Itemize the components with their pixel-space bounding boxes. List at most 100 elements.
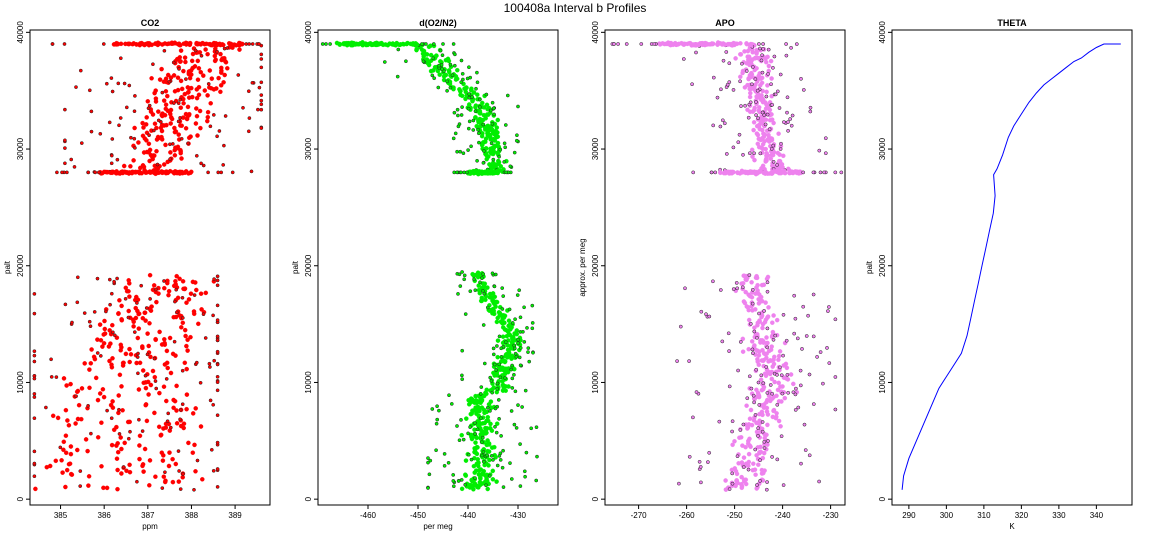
data-point (87, 367, 92, 372)
data-point (176, 449, 181, 453)
data-point (172, 125, 177, 131)
data-point (496, 159, 502, 165)
data-point (63, 450, 69, 456)
data-point (793, 408, 798, 412)
data-point (114, 443, 119, 448)
data-point (757, 42, 761, 46)
data-point (215, 274, 220, 279)
data-point (488, 375, 493, 380)
data-point (811, 402, 816, 406)
data-point (205, 93, 210, 98)
data-point (746, 292, 751, 297)
data-point (765, 480, 769, 484)
data-point (215, 380, 220, 385)
data-point (760, 420, 765, 424)
data-point (489, 379, 494, 383)
data-point (117, 123, 121, 128)
data-point (153, 336, 158, 342)
data-point (766, 63, 772, 69)
data-point (755, 88, 760, 93)
data-point (818, 170, 823, 175)
data-point (135, 301, 139, 305)
data-point (477, 97, 482, 102)
data-point (143, 402, 148, 408)
data-point (475, 484, 480, 490)
data-point (194, 153, 199, 158)
data-point (176, 479, 182, 484)
data-point (485, 453, 489, 458)
y-tick-label: 0 (591, 496, 600, 501)
data-point (171, 60, 176, 65)
data-point (496, 398, 501, 402)
data-point (115, 157, 120, 162)
data-point (163, 478, 168, 483)
data-point (778, 424, 783, 429)
data-point (172, 153, 178, 158)
data-point (154, 125, 159, 131)
data-point (512, 150, 517, 155)
data-point (150, 112, 156, 117)
data-point (727, 349, 731, 353)
data-point (473, 432, 478, 436)
data-point (777, 106, 782, 110)
data-point (765, 326, 770, 331)
data-point (152, 410, 157, 416)
data-point (463, 482, 468, 487)
data-point (770, 102, 775, 107)
data-point (746, 467, 751, 472)
data-point (170, 142, 175, 146)
data-point (192, 293, 197, 297)
data-point (826, 309, 830, 313)
data-point (531, 350, 535, 355)
data-point (495, 315, 500, 321)
data-point (498, 164, 504, 169)
data-point (760, 53, 764, 58)
data-point (466, 402, 472, 407)
data-point (138, 165, 143, 171)
data-point (776, 169, 781, 174)
data-point (758, 479, 762, 483)
data-point (469, 86, 474, 91)
data-point (151, 153, 156, 158)
data-point (75, 300, 80, 305)
data-point (839, 170, 844, 175)
data-point (200, 40, 205, 46)
data-point (484, 156, 489, 162)
data-point (65, 170, 69, 175)
data-point (205, 114, 211, 120)
data-point (736, 140, 741, 145)
data-point (110, 137, 115, 141)
data-point (786, 120, 790, 124)
data-point (171, 405, 176, 411)
data-point (460, 373, 464, 378)
data-point (175, 75, 181, 80)
data-point (480, 276, 484, 281)
data-point (195, 133, 200, 138)
data-point (111, 330, 115, 335)
data-point (767, 127, 772, 132)
data-point (176, 119, 181, 124)
data-point (474, 86, 478, 91)
data-point (473, 115, 478, 120)
data-point (750, 109, 756, 114)
data-point (760, 70, 765, 75)
data-point (657, 42, 663, 47)
data-point (771, 65, 775, 70)
data-point (691, 42, 697, 48)
data-point (775, 402, 780, 407)
data-point (750, 82, 754, 87)
data-point (738, 428, 743, 432)
data-point (434, 421, 439, 426)
data-point (802, 422, 807, 427)
data-point (775, 150, 781, 156)
data-point (86, 474, 92, 479)
data-point (767, 371, 773, 377)
data-point (499, 358, 505, 363)
data-point (740, 349, 746, 354)
data-point (182, 327, 188, 333)
data-point (475, 80, 480, 85)
data-point (154, 299, 159, 305)
data-point (687, 454, 692, 459)
data-point (182, 91, 188, 97)
data-point (186, 71, 192, 77)
